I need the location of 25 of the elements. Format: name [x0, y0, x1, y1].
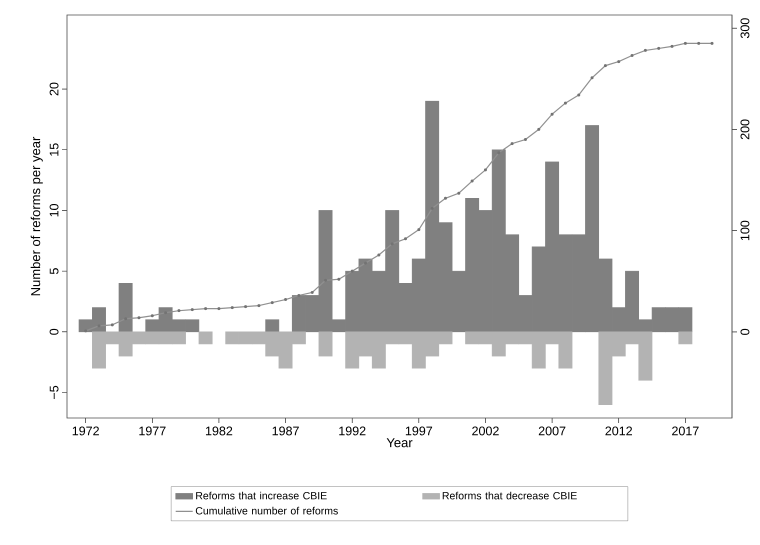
y-tick-label: 5	[50, 268, 58, 274]
y-axis-title: Number of reforms per year	[30, 136, 43, 296]
y-tick-label: 15	[50, 143, 58, 156]
y-tick-label: 0	[50, 328, 58, 335]
x-tick-label: 1977	[139, 426, 166, 436]
x-tick-label: 2002	[472, 426, 499, 436]
x-tick-label: 1992	[339, 426, 366, 436]
y2-tick-label: 100	[740, 220, 750, 240]
x-tick-label: 2012	[605, 426, 632, 436]
y2-tick-label: 300	[740, 18, 750, 38]
x-tick-label: 2017	[672, 426, 699, 436]
x-tick-label: 1972	[72, 426, 99, 436]
x-tick-label: 1982	[206, 426, 232, 436]
x-tick-label: 1987	[272, 426, 299, 436]
x-tick-label: 1997	[406, 426, 432, 436]
y2-tick-label: 200	[740, 119, 750, 140]
x-tick-label: 2007	[538, 426, 566, 436]
y-tick-label: 10	[50, 204, 58, 216]
y-tick-label: 20	[50, 82, 58, 96]
legend-label: Reforms that decrease CBIE	[442, 492, 577, 500]
x-axis-title: Year	[386, 438, 412, 448]
legend-label: Cumulative number of reforms	[196, 506, 338, 515]
y-tick-label: −5	[50, 386, 58, 400]
legend-label: Reforms that increase CBIE	[196, 492, 327, 500]
y2-tick-label: 0	[740, 328, 750, 335]
